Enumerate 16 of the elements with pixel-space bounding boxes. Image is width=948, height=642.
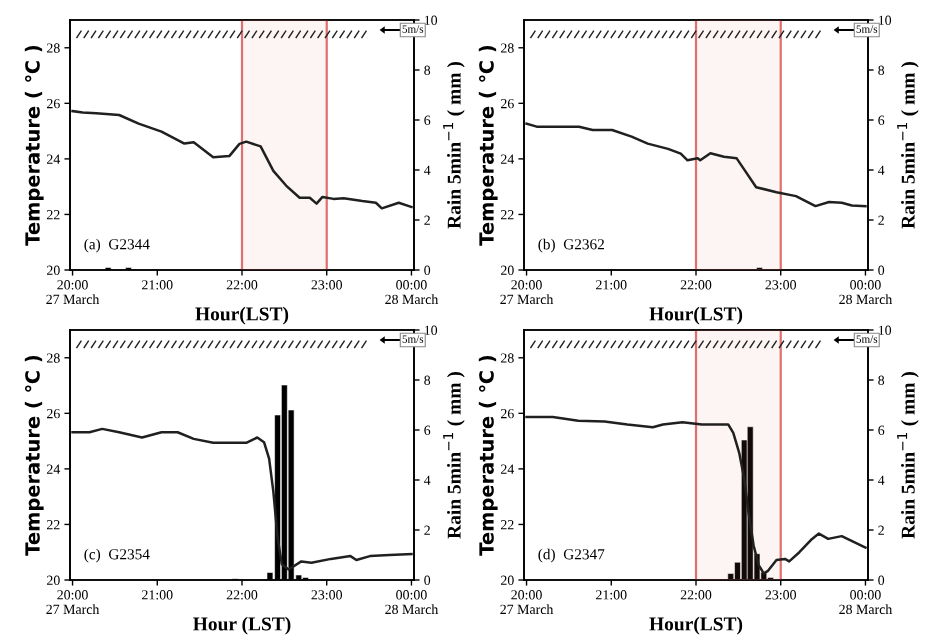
x-axis-title: Hour (LST) [193, 616, 291, 635]
line-series [525, 415, 867, 575]
x-axis-title: Hour(LST) [649, 306, 743, 325]
line-series [71, 427, 413, 571]
y2-axis-title: Rain 5min$^{−1}$ ( mm ) [443, 62, 465, 229]
line-series [525, 122, 867, 208]
y-axis-title: Temperature ( ℃ ) [478, 45, 498, 246]
y-axis-title: Temperature ( ℃ ) [478, 355, 498, 556]
y-axis-title: Temperature ( ℃ ) [24, 355, 44, 556]
x-axis-title: Hour(LST) [649, 616, 743, 635]
y2-axis-title: Rain 5min$^{−1}$ ( mm ) [897, 372, 919, 539]
x-axis-title: Hour(LST) [195, 306, 289, 325]
y2-axis-title: Rain 5min$^{−1}$ ( mm ) [897, 62, 919, 229]
line-series [71, 109, 413, 210]
y-axis-title: Temperature ( ℃ ) [24, 45, 44, 246]
y2-axis-title: Rain 5min$^{−1}$ ( mm ) [443, 372, 465, 539]
